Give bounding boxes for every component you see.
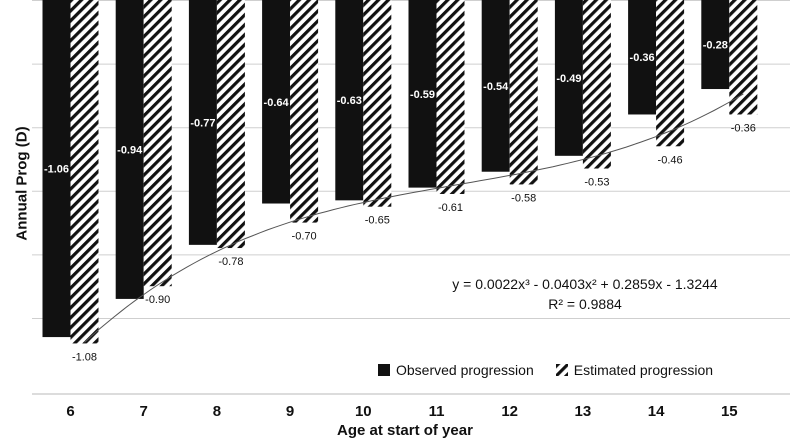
x-axis-label: Age at start of year	[337, 422, 473, 439]
data-label-estimated: -0.53	[584, 177, 609, 189]
data-labels: -1.06 -1.08 -0.94 -0.90 -0.77 -0.78 -0.64 -0.70…	[44, 40, 756, 364]
y-axis-label: Annual Prog (D)	[13, 126, 31, 241]
bar-observed	[408, 0, 437, 188]
legend-item-observed: Observed progression	[378, 362, 534, 378]
x-tick-label: 11	[429, 403, 445, 420]
bar-observed	[628, 0, 657, 115]
data-label-estimated: -1.08	[72, 351, 97, 363]
trendline-equation: y = 0.0022x³ - 0.0403x² + 0.2859x - 1.32…	[420, 274, 750, 314]
data-label-observed: -0.49	[556, 73, 581, 85]
data-label-observed: -0.28	[703, 40, 728, 52]
bars	[42, 0, 758, 344]
bar-observed	[42, 0, 71, 338]
bar-observed	[335, 0, 364, 201]
data-label-estimated: -0.78	[218, 256, 243, 268]
bar-observed	[188, 0, 217, 245]
data-label-observed: -0.54	[483, 81, 509, 93]
bar-estimated	[509, 0, 538, 185]
x-tick-label: 10	[355, 403, 372, 420]
data-label-estimated: -0.70	[292, 231, 317, 243]
bar-estimated	[143, 0, 172, 287]
bar-estimated	[70, 0, 99, 344]
legend-item-estimated: Estimated progression	[555, 362, 714, 378]
bar-observed	[554, 0, 583, 156]
x-tick-label: 13	[575, 403, 592, 420]
data-label-estimated: -0.58	[511, 192, 536, 204]
bar-estimated	[436, 0, 465, 194]
bar-observed	[262, 0, 291, 204]
data-label-estimated: -0.65	[365, 215, 390, 227]
x-tick-label: 12	[501, 403, 518, 420]
data-label-estimated: -0.90	[145, 294, 170, 306]
data-label-observed: -1.06	[44, 164, 69, 176]
legend: Observed progression Estimated progressi…	[378, 362, 735, 378]
x-tick-label: 15	[721, 403, 738, 420]
bar-estimated	[656, 0, 685, 147]
trendline	[84, 93, 744, 343]
x-axis: 6 7 8 9 10 11 12 13 14 15	[66, 403, 737, 420]
legend-label-observed: Observed progression	[396, 362, 534, 378]
equation-line: y = 0.0022x³ - 0.0403x² + 0.2859x - 1.32…	[452, 276, 718, 292]
data-label-estimated: -0.61	[438, 202, 463, 214]
data-label-observed: -0.94	[117, 144, 143, 156]
bar-estimated	[216, 0, 245, 249]
data-label-estimated: -0.46	[658, 154, 683, 166]
bar-estimated	[290, 0, 319, 223]
x-tick-label: 7	[140, 403, 148, 420]
bar-estimated	[729, 0, 758, 115]
bar-estimated	[582, 0, 611, 169]
bar-estimated	[363, 0, 392, 207]
data-label-observed: -0.59	[410, 89, 435, 101]
bar-observed	[115, 0, 144, 299]
data-label-observed: -0.36	[630, 52, 655, 64]
observed-swatch	[378, 364, 390, 376]
data-label-estimated: -0.36	[731, 122, 756, 134]
data-label-observed: -0.77	[190, 117, 215, 129]
bar-observed	[701, 0, 730, 90]
x-tick-label: 14	[648, 403, 665, 420]
data-label-observed: -0.63	[337, 95, 362, 107]
data-label-observed: -0.64	[264, 97, 290, 109]
r-squared: R² = 0.9884	[548, 296, 622, 312]
legend-label-estimated: Estimated progression	[573, 362, 714, 378]
x-tick-label: 9	[286, 403, 294, 420]
x-tick-label: 6	[66, 403, 74, 420]
trendline-curve	[84, 93, 744, 343]
estimated-swatch	[555, 364, 568, 376]
x-tick-label: 8	[213, 403, 221, 420]
bar-observed	[481, 0, 510, 172]
